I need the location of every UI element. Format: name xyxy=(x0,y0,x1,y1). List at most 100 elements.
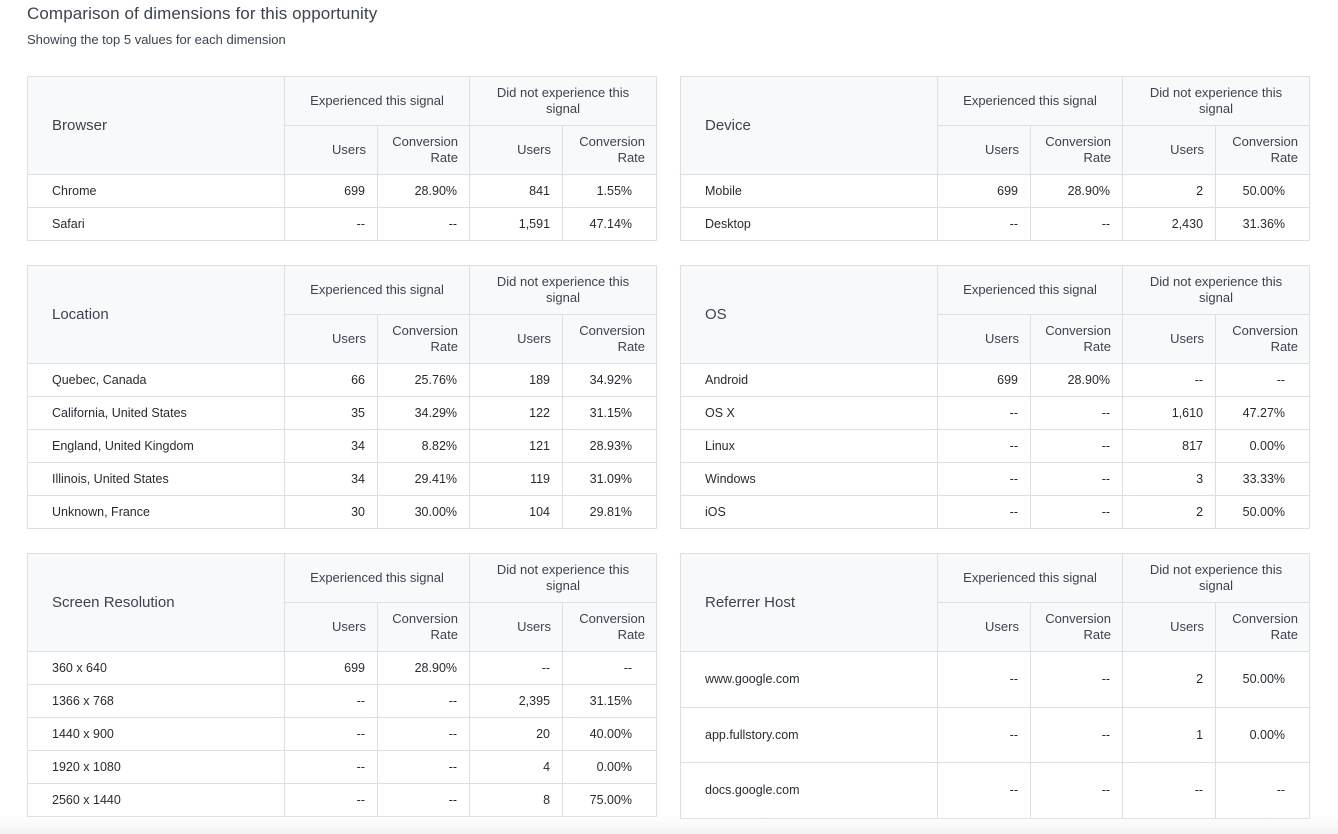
not-experienced-users: 189 xyxy=(469,363,564,397)
not-experienced-users: 121 xyxy=(469,429,564,463)
table-row: Desktop -- -- 2,430 31.36% xyxy=(680,207,1311,241)
not-experienced-users: 817 xyxy=(1122,429,1217,463)
dimension-table: Device Experienced this signal Did not exp… xyxy=(680,76,1311,241)
page-title: Comparison of dimensions for this opport… xyxy=(27,4,378,23)
row-label: 1920 x 1080 xyxy=(27,750,285,784)
experienced-header: Experienced this signal xyxy=(283,265,471,315)
users-header: Users xyxy=(284,602,378,652)
not-experienced-conversion-rate: 1.55% xyxy=(562,174,658,208)
users-header: Users xyxy=(469,125,564,175)
not-experienced-users: 2 xyxy=(1122,174,1217,208)
not-experienced-conversion-rate: 50.00% xyxy=(1215,651,1311,708)
conversion-rate-header: Conversion Rate xyxy=(1215,314,1311,364)
row-label: 1366 x 768 xyxy=(27,684,285,718)
table-row: Windows -- -- 3 33.33% xyxy=(680,462,1311,496)
not-experienced-conversion-rate: 0.00% xyxy=(562,750,658,784)
dimension-table: Browser Experienced this signal Did not ex… xyxy=(27,76,658,241)
dimension-title: Browser xyxy=(27,76,285,175)
conversion-rate-header: Conversion Rate xyxy=(562,602,658,652)
experienced-conversion-rate: 28.90% xyxy=(1029,363,1124,397)
not-experienced-conversion-rate: -- xyxy=(562,651,658,685)
not-experienced-conversion-rate: 31.09% xyxy=(562,462,658,496)
experienced-users: 30 xyxy=(284,495,378,529)
table-row: 1920 x 1080 -- -- 4 0.00% xyxy=(27,750,658,784)
conversion-rate-header: Conversion Rate xyxy=(376,125,471,175)
panel-referrer-host: Referrer Host Experienced this signal Did … xyxy=(680,553,1311,819)
experienced-users: 699 xyxy=(937,363,1031,397)
not-experienced-header: Did not experience this signal xyxy=(1122,553,1311,603)
row-label: Unknown, France xyxy=(27,495,285,529)
not-experienced-users: 4 xyxy=(469,750,564,784)
not-experienced-users: 841 xyxy=(469,174,564,208)
dimension-table: Location Experienced this signal Did not e… xyxy=(27,265,658,529)
not-experienced-users: 104 xyxy=(469,495,564,529)
not-experienced-conversion-rate: 31.15% xyxy=(562,396,658,430)
table-row: app.fullstory.com -- -- 1 0.00% xyxy=(680,706,1311,763)
experienced-conversion-rate: -- xyxy=(1029,207,1124,241)
row-label: England, United Kingdom xyxy=(27,429,285,463)
row-label: Linux xyxy=(680,429,938,463)
experienced-conversion-rate: -- xyxy=(1029,396,1124,430)
page-subtitle: Showing the top 5 values for each dimens… xyxy=(27,32,286,47)
dimension-title: Screen Resolution xyxy=(27,553,285,652)
conversion-rate-header: Conversion Rate xyxy=(376,602,471,652)
dimension-table: OS Experienced this signal Did not experie… xyxy=(680,265,1311,529)
experienced-conversion-rate: 29.41% xyxy=(376,462,471,496)
row-label: 2560 x 1440 xyxy=(27,783,285,817)
not-experienced-conversion-rate: -- xyxy=(1215,363,1311,397)
not-experienced-conversion-rate: 40.00% xyxy=(562,717,658,751)
conversion-rate-header: Conversion Rate xyxy=(1029,314,1124,364)
table-row: Illinois, United States 34 29.41% 119 31.09% xyxy=(27,462,658,496)
not-experienced-users: 1,591 xyxy=(469,207,564,241)
experienced-conversion-rate: -- xyxy=(1029,429,1124,463)
conversion-rate-header: Conversion Rate xyxy=(1029,602,1124,652)
conversion-rate-header: Conversion Rate xyxy=(562,125,658,175)
not-experienced-conversion-rate: -- xyxy=(1215,762,1311,819)
not-experienced-conversion-rate: 47.14% xyxy=(562,207,658,241)
users-header: Users xyxy=(1122,314,1217,364)
row-label: Illinois, United States xyxy=(27,462,285,496)
not-experienced-users: 2 xyxy=(1122,495,1217,529)
panel-browser: Browser Experienced this signal Did not ex… xyxy=(27,76,658,241)
not-experienced-header: Did not experience this signal xyxy=(469,76,658,126)
dimension-title: Device xyxy=(680,76,938,175)
not-experienced-conversion-rate: 29.81% xyxy=(562,495,658,529)
users-header: Users xyxy=(937,602,1031,652)
experienced-conversion-rate: -- xyxy=(1029,762,1124,819)
experienced-users: -- xyxy=(284,783,378,817)
table-row: iOS -- -- 2 50.00% xyxy=(680,495,1311,529)
experienced-users: -- xyxy=(937,651,1031,708)
dimension-title: Location xyxy=(27,265,285,364)
experienced-users: 66 xyxy=(284,363,378,397)
table-row: docs.google.com -- -- -- -- xyxy=(680,762,1311,819)
experienced-users: -- xyxy=(284,717,378,751)
dimension-title: Referrer Host xyxy=(680,553,938,652)
not-experienced-header: Did not experience this signal xyxy=(469,553,658,603)
not-experienced-conversion-rate: 47.27% xyxy=(1215,396,1311,430)
not-experienced-conversion-rate: 31.15% xyxy=(562,684,658,718)
not-experienced-users: 2,430 xyxy=(1122,207,1217,241)
experienced-header: Experienced this signal xyxy=(936,265,1124,315)
experienced-conversion-rate: 34.29% xyxy=(376,396,471,430)
not-experienced-conversion-rate: 33.33% xyxy=(1215,462,1311,496)
conversion-rate-header: Conversion Rate xyxy=(1029,125,1124,175)
not-experienced-users: 2,395 xyxy=(469,684,564,718)
row-label: California, United States xyxy=(27,396,285,430)
row-label: www.google.com xyxy=(680,651,938,708)
conversion-rate-header: Conversion Rate xyxy=(562,314,658,364)
users-header: Users xyxy=(469,602,564,652)
users-header: Users xyxy=(284,125,378,175)
experienced-users: -- xyxy=(937,396,1031,430)
not-experienced-conversion-rate: 31.36% xyxy=(1215,207,1311,241)
experienced-conversion-rate: -- xyxy=(376,717,471,751)
table-row: England, United Kingdom 34 8.82% 121 28.93% xyxy=(27,429,658,463)
row-label: Quebec, Canada xyxy=(27,363,285,397)
row-label: OS X xyxy=(680,396,938,430)
experienced-header: Experienced this signal xyxy=(936,553,1124,603)
users-header: Users xyxy=(937,314,1031,364)
table-row: Safari -- -- 1,591 47.14% xyxy=(27,207,658,241)
experienced-conversion-rate: 25.76% xyxy=(376,363,471,397)
experienced-users: -- xyxy=(937,462,1031,496)
experienced-conversion-rate: -- xyxy=(1029,462,1124,496)
not-experienced-conversion-rate: 50.00% xyxy=(1215,495,1311,529)
